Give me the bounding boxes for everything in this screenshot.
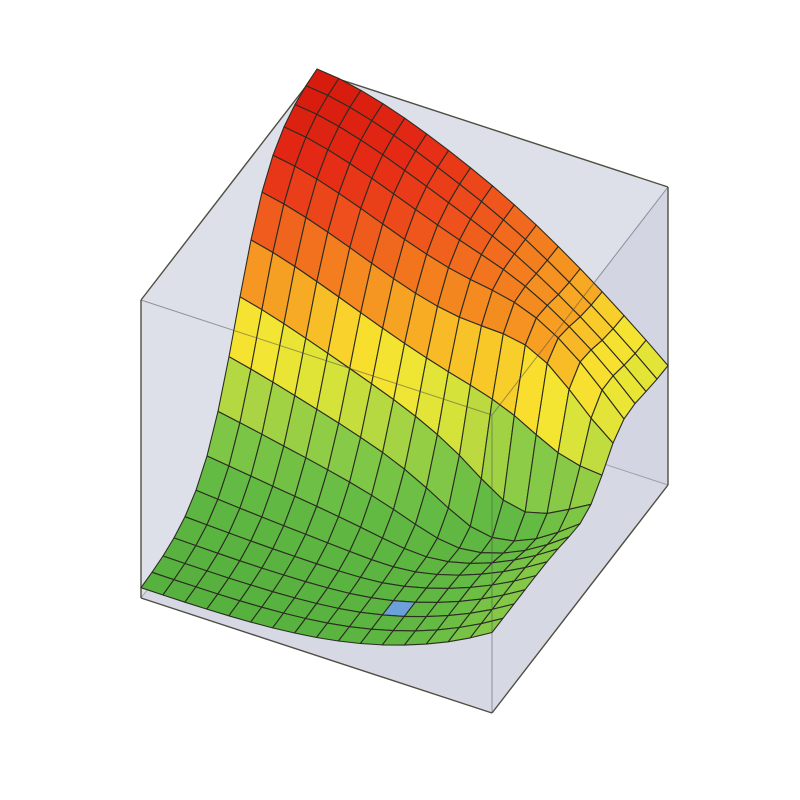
box-front-edge [491, 186, 669, 416]
box-front-edge [140, 299, 493, 416]
box-edge [140, 71, 318, 301]
box-edge [316, 71, 669, 188]
surface-cell [381, 630, 416, 646]
box-edge [140, 597, 493, 714]
box-edge [491, 484, 669, 714]
